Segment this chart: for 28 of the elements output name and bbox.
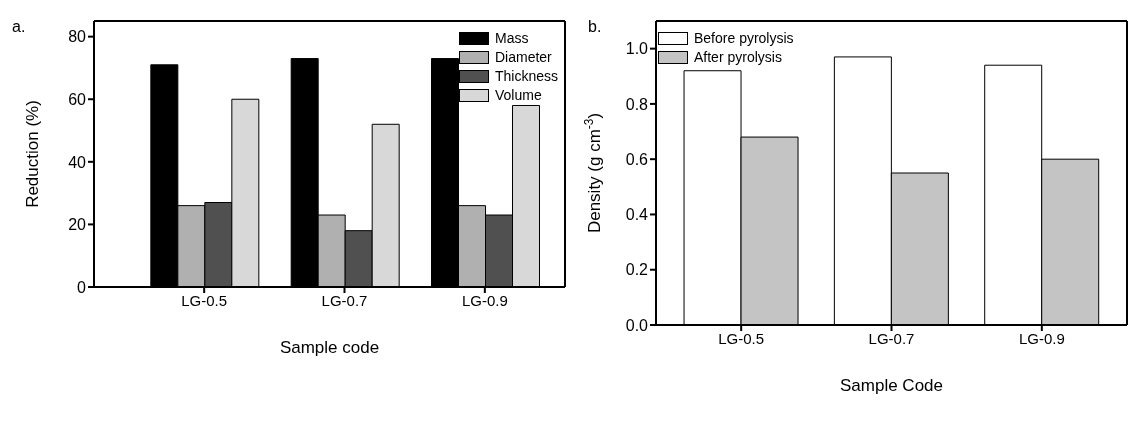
x-tick-label: LG-0.7	[868, 329, 915, 347]
x-tick-label: LG-0.5	[718, 329, 765, 347]
y-tick-label: 0	[77, 278, 87, 296]
legend-label: Before pyrolysis	[694, 30, 794, 46]
legend-label: Mass	[494, 30, 529, 46]
x-tick-label: LG-0.9	[1018, 329, 1065, 347]
y-tick-label: 0.4	[625, 206, 649, 224]
legend-label: After pyrolysis	[694, 49, 782, 65]
y-tick-label: 60	[68, 90, 87, 108]
y-tick-label: 20	[68, 216, 87, 234]
x-axis-title: Sample Code	[839, 376, 944, 395]
y-tick-label: 0.0	[625, 316, 649, 334]
legend-label: Volume	[494, 87, 542, 103]
x-axis-title: Sample code	[279, 338, 380, 357]
y-tick-label: 0.6	[625, 150, 649, 168]
x-tick-label: LG-0.7	[321, 291, 368, 309]
y-tick-label: 0.8	[625, 95, 649, 113]
y-axis-title: Reduction (%)	[23, 100, 42, 208]
text: b.	[588, 18, 602, 36]
legend-label: Thickness	[494, 68, 558, 84]
y-tick-label: 1.0	[625, 40, 649, 58]
y-tick-label: 0.2	[625, 261, 649, 279]
y-tick-label: 80	[68, 28, 87, 46]
x-tick-label: LG-0.9	[461, 291, 508, 309]
legend-label: Diameter	[494, 49, 552, 65]
x-tick-label: LG-0.5	[181, 291, 228, 309]
text: a.	[12, 18, 26, 36]
y-tick-label: 40	[68, 153, 87, 171]
